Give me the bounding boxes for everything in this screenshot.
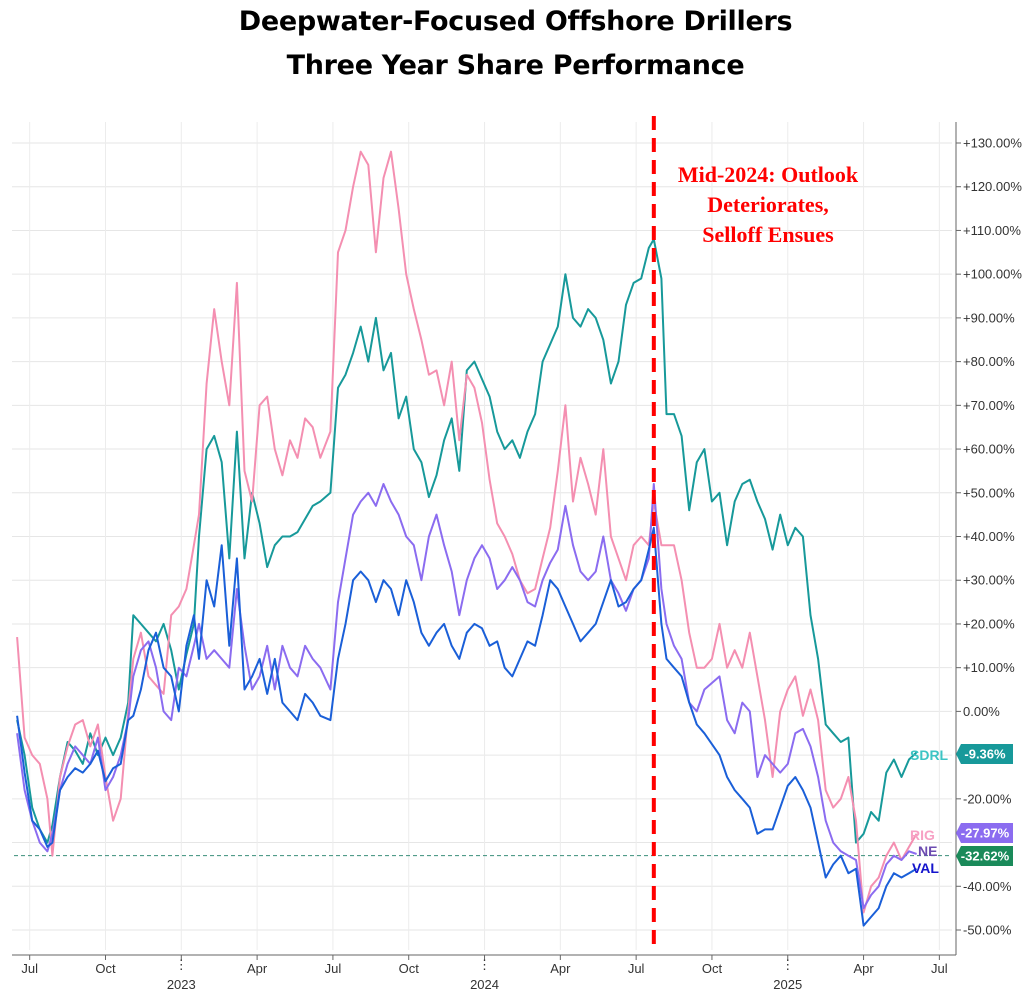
- series-name-rig: RIG: [910, 827, 935, 843]
- x-year-label: 2024: [470, 977, 499, 992]
- x-tick-label: Jul: [628, 961, 645, 976]
- annotation-line-1: Mid-2024: Outlook: [678, 162, 859, 187]
- x-tick-label: Jul: [21, 961, 38, 976]
- y-tick-label: -20.00%: [963, 791, 1012, 806]
- x-tick-label: Apr: [247, 961, 268, 976]
- y-tick-label: +120.00%: [963, 179, 1022, 194]
- y-tick-label: +30.00%: [963, 573, 1015, 588]
- series-layer: [16, 150, 918, 927]
- y-tick-label: +10.00%: [963, 660, 1015, 675]
- series-line-sdrl: [16, 238, 918, 844]
- x-tick-label: Jul: [931, 961, 948, 976]
- grid: [12, 122, 952, 950]
- value-tag-bg: [956, 744, 1013, 764]
- y-tick-label: 0.00%: [963, 704, 1000, 719]
- x-tick-label: Jul: [325, 961, 342, 976]
- y-tick-label: -50.00%: [963, 923, 1012, 938]
- series-name-sdrl: SDRL: [910, 747, 949, 763]
- series-line-rig: [16, 150, 918, 914]
- chart-title-line-2: Three Year Share Performance: [286, 50, 745, 81]
- x-tick-label: Oct: [95, 961, 116, 976]
- value-tag-text: -27.97%: [961, 826, 1010, 841]
- x-axis: Jul Oct ⋮ 2023 Apr Jul Oct ⋮ 2024 Apr Jul Oct ⋮ 2025 A…: [12, 954, 956, 992]
- value-tag-text: -32.62%: [961, 849, 1010, 864]
- annotation-line-3: Selloff Ensues: [702, 222, 834, 247]
- y-tick-label: +20.00%: [963, 616, 1015, 631]
- value-tag-rig: -27.97%: [956, 823, 1013, 843]
- annotation-line-2: Deteriorates,: [707, 192, 829, 217]
- series-name-val: VAL: [912, 860, 939, 876]
- y-tick-label: +110.00%: [963, 223, 1021, 238]
- series-line-ne: [16, 483, 917, 910]
- y-tick-label: +40.00%: [963, 529, 1015, 544]
- y-tick-label: +50.00%: [963, 485, 1015, 500]
- value-tag-text: -9.36%: [964, 747, 1006, 762]
- chart-title-line-1: Deepwater-Focused Offshore Drillers: [238, 6, 793, 37]
- y-tick-label: +130.00%: [963, 136, 1022, 151]
- y-tick-label: -40.00%: [963, 879, 1012, 894]
- y-tick-label: +80.00%: [963, 354, 1015, 369]
- value-tag-bg: [956, 846, 1013, 866]
- annotation-layer: Mid-2024: Outlook Deteriorates, Selloff En…: [678, 162, 859, 247]
- series-name-ne: NE: [918, 843, 937, 859]
- x-tick-label: Oct: [702, 961, 723, 976]
- x-tick-label: Apr: [853, 961, 874, 976]
- x-tick-dot: ⋮: [781, 957, 794, 972]
- x-tick-dot: ⋮: [478, 957, 491, 972]
- value-tag-sdrl: -9.36%: [956, 744, 1013, 764]
- y-tick-label: +100.00%: [963, 267, 1022, 282]
- value-tag-ne: -32.62%: [956, 846, 1013, 866]
- y-tick-label: +70.00%: [963, 398, 1015, 413]
- x-year-label: 2025: [773, 977, 802, 992]
- x-tick-dot: ⋮: [175, 957, 188, 972]
- y-tick-label: +90.00%: [963, 310, 1015, 325]
- x-year-label: 2023: [167, 977, 196, 992]
- y-tick-label: +60.00%: [963, 442, 1015, 457]
- series-line-val: [16, 526, 918, 927]
- y-axis: +130.00% +120.00% +110.00% +100.00% +90.00% +…: [955, 122, 1022, 955]
- value-tag-bg: [956, 823, 1013, 843]
- x-tick-label: Apr: [550, 961, 571, 976]
- x-tick-label: Oct: [399, 961, 420, 976]
